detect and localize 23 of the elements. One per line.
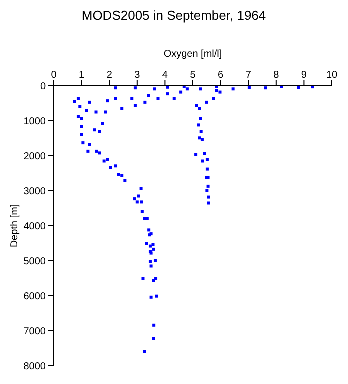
x-tick-label: 2 (106, 70, 113, 81)
x-tick-label: 5 (190, 70, 196, 81)
y-tick-label: 1000 (24, 116, 46, 128)
x-tick-label: 1 (79, 70, 86, 81)
y-tick-label: 3000 (24, 186, 46, 198)
x-tick-label: 10 (326, 70, 338, 81)
y-tick-label: 4000 (24, 222, 46, 233)
y-tick-label: 8000 (24, 362, 46, 373)
x-axis-title: Oxygen [ml/l] (164, 49, 222, 60)
x-tick-label: 4 (162, 70, 168, 81)
y-tick-label: 2000 (24, 152, 46, 163)
x-tick-label: 8 (274, 70, 280, 81)
x-tick-label: 0 (51, 70, 58, 81)
y-axis-title: Depth [m] (10, 204, 21, 248)
x-tick-label: 6 (218, 70, 224, 81)
y-tick-label: 5000 (24, 256, 46, 268)
x-tick-label: 9 (301, 70, 308, 81)
x-tick-label: 3 (134, 70, 141, 81)
y-tick-label: 7000 (24, 326, 46, 338)
x-tick-label: 7 (246, 70, 252, 81)
chart-title: MODS2005 in September, 1964 (80, 8, 268, 23)
y-tick-label: 0 (40, 82, 46, 93)
y-tick-label: 6000 (24, 292, 46, 303)
